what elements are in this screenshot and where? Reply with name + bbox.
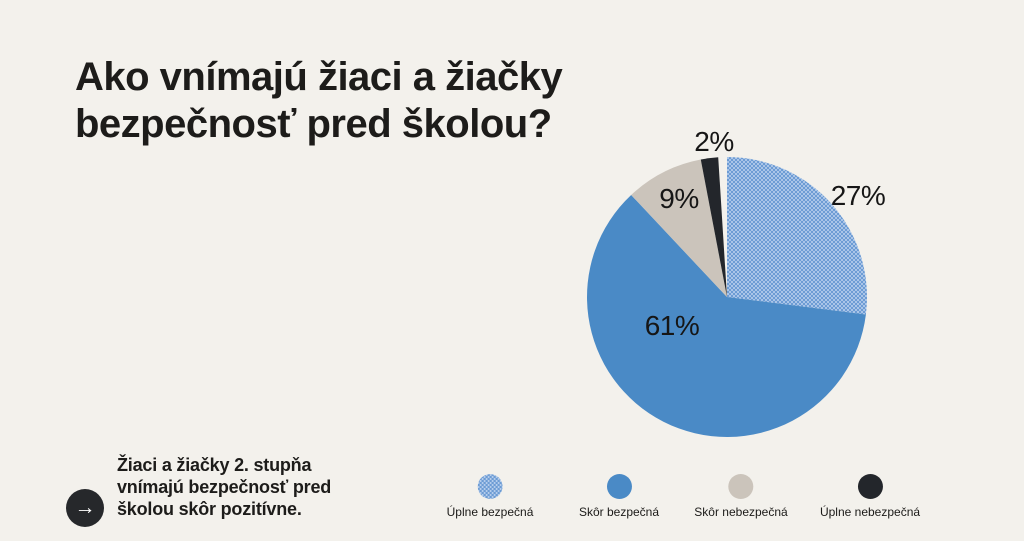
legend-label: Úplne bezpečná	[446, 505, 534, 519]
legend-swatch-black-icon	[857, 474, 883, 499]
page-title-line-1: Ako vnímajú žiaci a žiačky	[75, 54, 563, 99]
legend-item-uplne-bezpecna: Úplne bezpečná	[446, 474, 534, 519]
legend-swatch-dotted-icon	[477, 474, 503, 499]
pie-slice-2	[631, 159, 727, 297]
legend-item-skor-nebezpecna: Skôr nebezpečná	[694, 474, 788, 519]
next-arrow-button[interactable]: →	[66, 489, 104, 527]
legend-swatch-gray-icon	[728, 474, 754, 499]
page-title: Ako vnímajú žiaci a žiačky bezpečnosť pr…	[75, 54, 563, 148]
legend-swatch-blue-icon	[606, 474, 632, 499]
page-title-line-2: bezpečnosť pred školou?	[75, 101, 552, 146]
legend-label: Úplne nebezpečná	[819, 505, 921, 519]
summary-note: Žiaci a žiačky 2. stupňa vnímajú bezpečn…	[117, 455, 332, 519]
right-arrow-icon: →	[74, 495, 96, 519]
pie-slice-1	[587, 194, 866, 437]
legend-label: Skôr bezpečná	[578, 505, 660, 519]
pie-chart: 27% 61% 9% 2%	[567, 126, 887, 457]
legend-item-uplne-nebezpecna: Úplne nebezpečná	[820, 474, 920, 519]
pie-slice-3	[700, 157, 727, 297]
legend-item-skor-bezpecna: Skôr bezpečná	[579, 474, 659, 519]
pie-slice-0	[727, 157, 868, 315]
legend-label: Skôr nebezpečná	[694, 505, 788, 519]
pie-chart-svg	[587, 157, 868, 437]
